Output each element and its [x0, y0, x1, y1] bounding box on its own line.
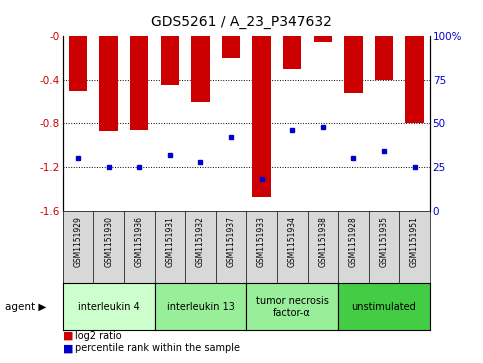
Text: ■: ■	[63, 331, 73, 341]
Bar	[405, 36, 424, 123]
Text: GSM1151929: GSM1151929	[73, 216, 83, 267]
Bar	[344, 36, 363, 93]
Bar	[313, 36, 332, 42]
Text: GSM1151928: GSM1151928	[349, 216, 358, 267]
Text: GSM1151936: GSM1151936	[135, 216, 144, 267]
Text: GSM1151935: GSM1151935	[380, 216, 388, 267]
Text: interleukin 4: interleukin 4	[78, 302, 140, 312]
Bar	[130, 36, 148, 130]
Text: interleukin 13: interleukin 13	[167, 302, 234, 312]
Bar	[69, 36, 87, 91]
Text: percentile rank within the sample: percentile rank within the sample	[75, 343, 240, 354]
Bar	[283, 36, 301, 69]
Bar	[99, 36, 118, 131]
Bar	[375, 36, 393, 80]
Text: agent ▶: agent ▶	[5, 302, 46, 312]
Text: GSM1151937: GSM1151937	[227, 216, 236, 267]
Bar	[161, 36, 179, 85]
Text: GSM1151933: GSM1151933	[257, 216, 266, 267]
Text: log2 ratio: log2 ratio	[75, 331, 122, 341]
Text: GSM1151934: GSM1151934	[288, 216, 297, 267]
Text: GSM1151931: GSM1151931	[165, 216, 174, 267]
Text: unstimulated: unstimulated	[352, 302, 416, 312]
Text: ■: ■	[63, 343, 73, 354]
Text: tumor necrosis
factor-α: tumor necrosis factor-α	[256, 296, 328, 318]
Bar	[222, 36, 240, 58]
Text: GSM1151932: GSM1151932	[196, 216, 205, 267]
Text: GSM1151930: GSM1151930	[104, 216, 113, 267]
Text: GDS5261 / A_23_P347632: GDS5261 / A_23_P347632	[151, 15, 332, 29]
Bar	[191, 36, 210, 102]
Text: GSM1151951: GSM1151951	[410, 216, 419, 267]
Text: GSM1151938: GSM1151938	[318, 216, 327, 267]
Bar	[253, 36, 271, 197]
